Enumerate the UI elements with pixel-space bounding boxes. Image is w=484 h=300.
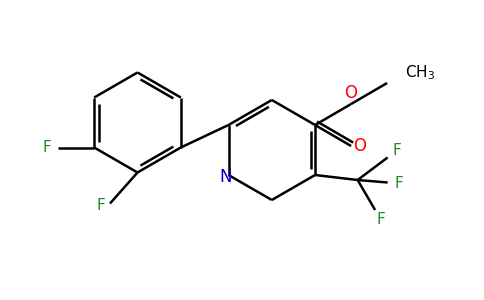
Text: O: O (354, 137, 366, 155)
Text: F: F (392, 143, 401, 158)
Text: F: F (43, 140, 52, 155)
Text: N: N (220, 169, 232, 187)
Text: O: O (345, 84, 358, 102)
Text: F: F (376, 212, 385, 227)
Text: CH$_3$: CH$_3$ (405, 64, 435, 82)
Text: F: F (394, 176, 403, 191)
Text: F: F (97, 199, 106, 214)
